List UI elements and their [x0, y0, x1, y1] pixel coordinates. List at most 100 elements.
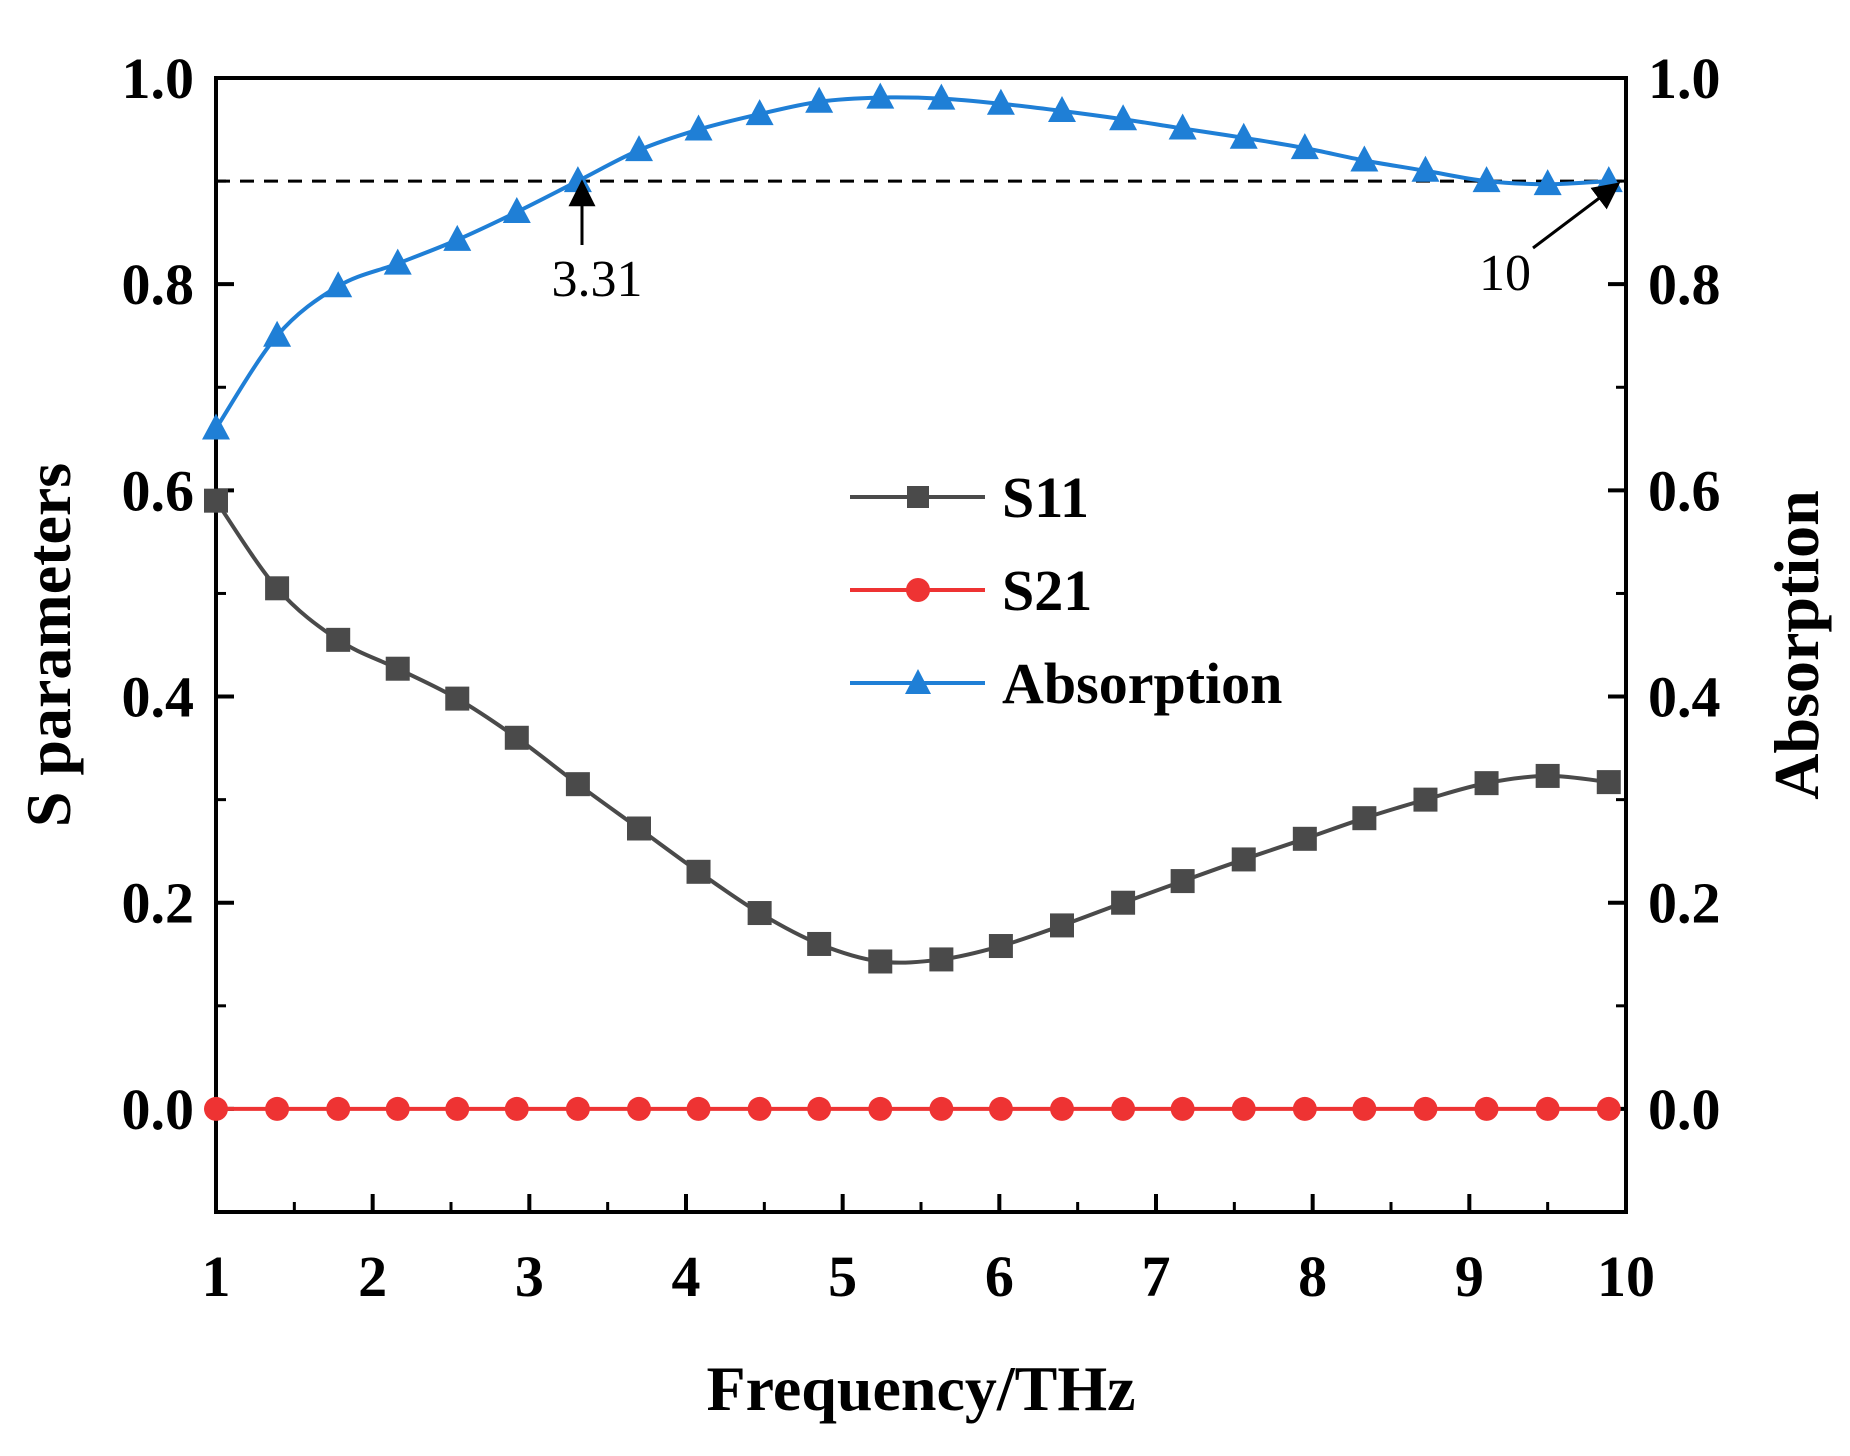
point-s21-20: [1413, 1096, 1438, 1121]
y-tick-label-left-0.0: 0.0: [122, 1077, 195, 1142]
point-s11-14: [1050, 913, 1074, 938]
point-s21-21: [1474, 1096, 1499, 1121]
point-s21-15: [1111, 1096, 1136, 1121]
point-s11-8: [686, 859, 711, 884]
point-absorption-16: [1168, 113, 1197, 140]
point-absorption-6: [563, 166, 592, 193]
x-tick-label-3: 3: [515, 1244, 544, 1309]
y-tick-label-right-0.0: 0.0: [1648, 1077, 1721, 1142]
x-tick-label-8: 8: [1298, 1244, 1327, 1309]
point-absorption-7: [625, 135, 653, 162]
point-s21-2: [326, 1096, 351, 1121]
point-s21-1: [265, 1096, 290, 1121]
point-s21-4: [445, 1096, 470, 1121]
series-s11: [204, 488, 1621, 974]
point-s21-17: [1231, 1096, 1256, 1121]
point-absorption-2: [324, 271, 353, 298]
y-axis-title-left: S parameters: [13, 463, 84, 827]
point-s11-5: [504, 725, 529, 750]
legend-label-s21: S21: [1002, 558, 1092, 623]
annotation-label-10: 10: [1479, 245, 1531, 302]
point-absorption-13: [986, 88, 1015, 115]
y-tick-label-right-0.8: 0.8: [1648, 252, 1721, 317]
annotation-arrow-10: [1532, 182, 1621, 250]
point-s11-10: [807, 931, 832, 956]
point-s11-21: [1474, 771, 1499, 796]
x-tick-label-5: 5: [828, 1244, 857, 1309]
point-s11-22: [1535, 763, 1560, 788]
point-absorption-12: [927, 83, 956, 110]
point-s21-5: [504, 1096, 529, 1121]
point-absorption-19: [1350, 145, 1379, 172]
point-s21-11: [868, 1096, 893, 1121]
annotation-3-31: 3.31: [552, 179, 643, 308]
point-absorption-21: [1472, 166, 1501, 193]
point-s21-9: [747, 1096, 772, 1121]
point-absorption-11: [866, 82, 895, 109]
point-absorption-5: [502, 197, 531, 224]
point-absorption-0: [202, 413, 230, 440]
point-s11-6: [565, 772, 590, 797]
legend-label-absorption: Absorption: [1002, 651, 1282, 716]
y-axis-title-right: Absorption: [1761, 490, 1832, 799]
point-absorption-1: [263, 320, 292, 347]
point-absorption-23: [1594, 166, 1623, 193]
point-s21-22: [1535, 1096, 1560, 1121]
x-tick-label-9: 9: [1455, 1244, 1484, 1309]
y-tick-label-left-0.8: 0.8: [122, 252, 195, 317]
point-s21-13: [988, 1096, 1013, 1121]
point-s21-10: [807, 1096, 832, 1121]
point-s11-2: [326, 627, 351, 652]
point-s11-17: [1231, 847, 1256, 872]
series-line-absorption: [214, 95, 1609, 430]
point-s11-12: [929, 947, 954, 972]
x-tick-label-10: 10: [1597, 1244, 1655, 1309]
point-absorption-22: [1533, 169, 1562, 196]
x-tick-label-2: 2: [358, 1244, 387, 1309]
y-tick-label-right-0.2: 0.2: [1648, 871, 1721, 936]
axis-ticks: 1 2 3 4 5 6 7 8 9 10 0.0 0.0 0.2 0.2 0.4 0.4 0.6 0.6 0.8 0.…: [122, 46, 1721, 1309]
point-s21-19: [1352, 1096, 1377, 1121]
y-tick-label-left-0.4: 0.4: [122, 665, 195, 730]
point-s11-7: [627, 816, 651, 841]
point-s11-15: [1111, 890, 1136, 915]
x-tick-label-1: 1: [202, 1244, 231, 1309]
point-s11-16: [1170, 869, 1195, 894]
point-s11-9: [747, 901, 772, 926]
legend: S11 S21 Absorption: [850, 465, 1282, 716]
point-absorption-3: [383, 248, 412, 275]
point-s11-1: [265, 576, 290, 601]
plot-area-border: [214, 76, 1628, 1214]
y-tick-label-left-0.6: 0.6: [122, 458, 195, 523]
plot-frame: [214, 76, 1628, 1214]
point-s11-11: [868, 949, 893, 974]
point-s21-16: [1170, 1096, 1195, 1121]
point-absorption-10: [805, 86, 834, 113]
point-absorption-4: [443, 224, 472, 251]
annotation-label-3-31: 3.31: [552, 251, 643, 308]
point-s11-4: [445, 686, 470, 711]
legend-marker-s11: [907, 486, 929, 508]
annotation-10: 10: [1479, 182, 1621, 302]
x-tick-label-7: 7: [1142, 1244, 1171, 1309]
y-tick-label-left-1.0: 1.0: [122, 46, 195, 111]
series-absorption: [202, 82, 1623, 440]
point-s21-7: [627, 1096, 651, 1121]
y-tick-label-right-1.0: 1.0: [1648, 46, 1721, 111]
point-s11-0: [204, 488, 228, 513]
legend-marker-s21: [906, 578, 930, 602]
point-s11-20: [1413, 787, 1438, 812]
x-tick-label-6: 6: [985, 1244, 1014, 1309]
point-absorption-17: [1229, 122, 1258, 149]
point-s21-18: [1292, 1096, 1317, 1121]
point-absorption-8: [684, 114, 713, 141]
legend-item-s21: S21: [850, 558, 1092, 623]
point-s21-12: [929, 1096, 954, 1121]
point-s21-0: [204, 1096, 228, 1121]
legend-item-s11: S11: [850, 465, 1089, 530]
series-layer: [202, 82, 1623, 1121]
legend-marker-absorption: [905, 669, 931, 694]
point-s21-6: [565, 1096, 590, 1121]
legend-item-absorption: Absorption: [850, 651, 1282, 716]
